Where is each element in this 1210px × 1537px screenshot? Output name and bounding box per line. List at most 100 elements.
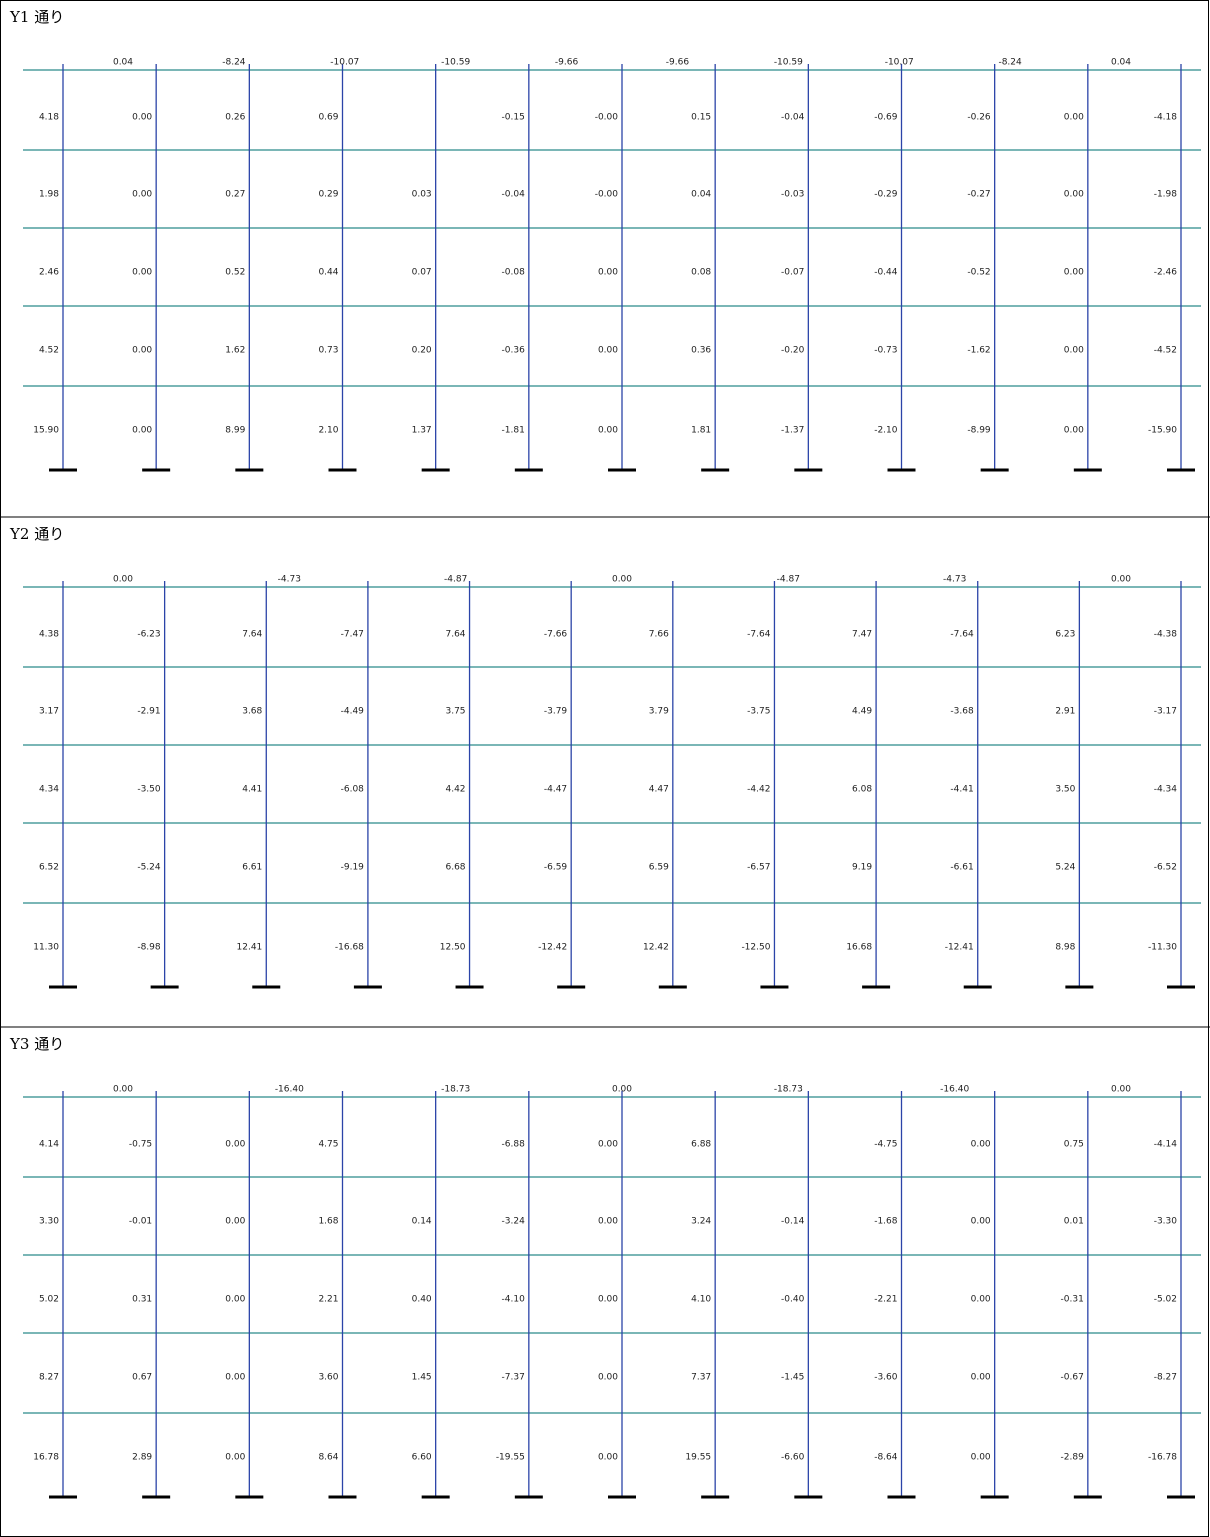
column-shear: 0.00 — [598, 1140, 618, 1150]
column-shear: -16.68 — [335, 943, 364, 953]
column-shear: -0.07 — [781, 268, 804, 278]
column-shear: 0.00 — [225, 1373, 245, 1383]
beam-value: 0.00 — [1111, 1085, 1131, 1095]
column-shear: 6.61 — [242, 863, 262, 873]
column-shear: -3.17 — [1154, 707, 1177, 717]
column-shear: -6.23 — [137, 630, 160, 640]
column-shear: -0.40 — [781, 1295, 805, 1305]
column-shear: -0.04 — [502, 190, 526, 200]
column-shear: 0.00 — [225, 1140, 245, 1150]
column-shear: 3.79 — [649, 707, 669, 717]
column-shear: 0.00 — [598, 268, 618, 278]
column-shear: 6.52 — [39, 863, 59, 873]
column-shear: 0.00 — [971, 1140, 991, 1150]
beam-value: -10.07 — [885, 58, 914, 68]
column-shear: -6.08 — [341, 785, 365, 795]
column-shear: -0.52 — [967, 268, 990, 278]
column-shear: 8.27 — [39, 1373, 59, 1383]
column-shear: 1.45 — [412, 1373, 432, 1383]
column-shear: 12.41 — [237, 943, 263, 953]
column-shear: 3.17 — [39, 707, 59, 717]
column-shear: -3.68 — [950, 707, 974, 717]
column-shear: -0.01 — [129, 1217, 152, 1227]
column-shear: 6.08 — [852, 785, 872, 795]
beam-value: -4.73 — [943, 575, 966, 585]
column-shear: 2.91 — [1055, 707, 1075, 717]
column-shear: -0.75 — [129, 1140, 152, 1150]
beam-value: -8.24 — [998, 58, 1022, 68]
column-shear: 0.00 — [132, 190, 152, 200]
column-shear: -15.90 — [1148, 426, 1177, 436]
column-shear: 0.67 — [132, 1373, 152, 1383]
column-shear: -6.59 — [544, 863, 568, 873]
column-shear: 0.40 — [412, 1295, 432, 1305]
column-shear: 0.00 — [971, 1295, 991, 1305]
panel-title: Y3 通り — [9, 1035, 64, 1053]
column-shear: 0.00 — [598, 1453, 618, 1463]
beam-value: -18.73 — [774, 1085, 803, 1095]
column-shear: 4.52 — [39, 346, 59, 356]
column-shear: 0.14 — [412, 1217, 432, 1227]
column-shear: 0.01 — [1064, 1217, 1084, 1227]
column-shear: 4.38 — [39, 630, 59, 640]
column-shear: 0.00 — [598, 1217, 618, 1227]
column-shear: 19.55 — [685, 1453, 711, 1463]
column-shear: -4.10 — [502, 1295, 526, 1305]
column-shear: 6.60 — [412, 1453, 432, 1463]
column-shear: -6.61 — [950, 863, 973, 873]
column-shear: -4.14 — [1154, 1140, 1178, 1150]
column-shear: -7.66 — [544, 630, 568, 640]
column-shear: 0.29 — [318, 190, 338, 200]
column-shear: 7.64 — [445, 630, 465, 640]
column-shear: 4.41 — [242, 785, 262, 795]
column-shear: 2.46 — [39, 268, 59, 278]
column-shear: 6.59 — [649, 863, 669, 873]
column-shear: -3.79 — [544, 707, 568, 717]
column-shear: 7.66 — [649, 630, 669, 640]
column-shear: 5.24 — [1055, 863, 1075, 873]
column-shear: 0.00 — [132, 268, 152, 278]
column-shear: 0.03 — [412, 190, 432, 200]
column-shear: 0.00 — [1064, 113, 1084, 123]
column-shear: 16.68 — [846, 943, 872, 953]
column-shear: 0.00 — [971, 1217, 991, 1227]
column-shear: 0.00 — [1064, 426, 1084, 436]
column-shear: 0.26 — [225, 113, 245, 123]
column-shear: -12.50 — [741, 943, 770, 953]
beam-value: -4.73 — [278, 575, 301, 585]
column-shear: 0.00 — [1064, 268, 1084, 278]
column-shear: -0.44 — [874, 268, 898, 278]
column-shear: -0.04 — [781, 113, 805, 123]
column-shear: 8.98 — [1055, 943, 1075, 953]
beam-value: -16.40 — [940, 1085, 969, 1095]
column-shear: -16.78 — [1148, 1453, 1177, 1463]
column-shear: 2.21 — [318, 1295, 338, 1305]
column-shear: -1.37 — [781, 426, 804, 436]
beam-value: -4.87 — [777, 575, 800, 585]
column-shear: 0.27 — [225, 190, 245, 200]
column-shear: -4.34 — [1154, 785, 1178, 795]
column-shear: 12.42 — [643, 943, 669, 953]
column-shear: -1.98 — [1154, 190, 1178, 200]
column-shear: 0.69 — [318, 113, 338, 123]
column-shear: 3.50 — [1055, 785, 1075, 795]
column-shear: -1.45 — [781, 1373, 804, 1383]
column-shear: 0.75 — [1064, 1140, 1084, 1150]
column-shear: 0.00 — [598, 1373, 618, 1383]
column-shear: 0.07 — [412, 268, 432, 278]
column-shear: 0.44 — [318, 268, 338, 278]
column-shear: -0.08 — [502, 268, 526, 278]
column-shear: -6.60 — [781, 1453, 805, 1463]
column-shear: 4.75 — [318, 1140, 338, 1150]
column-shear: -0.27 — [967, 190, 990, 200]
column-shear: 15.90 — [33, 426, 59, 436]
column-shear: 0.00 — [598, 426, 618, 436]
panel-title: Y2 通り — [9, 525, 64, 543]
column-shear: 0.00 — [598, 1295, 618, 1305]
column-shear: 0.04 — [691, 190, 711, 200]
column-shear: -19.55 — [496, 1453, 525, 1463]
column-shear: 2.10 — [318, 426, 338, 436]
column-shear: 8.64 — [318, 1453, 338, 1463]
column-shear: 3.60 — [318, 1373, 338, 1383]
